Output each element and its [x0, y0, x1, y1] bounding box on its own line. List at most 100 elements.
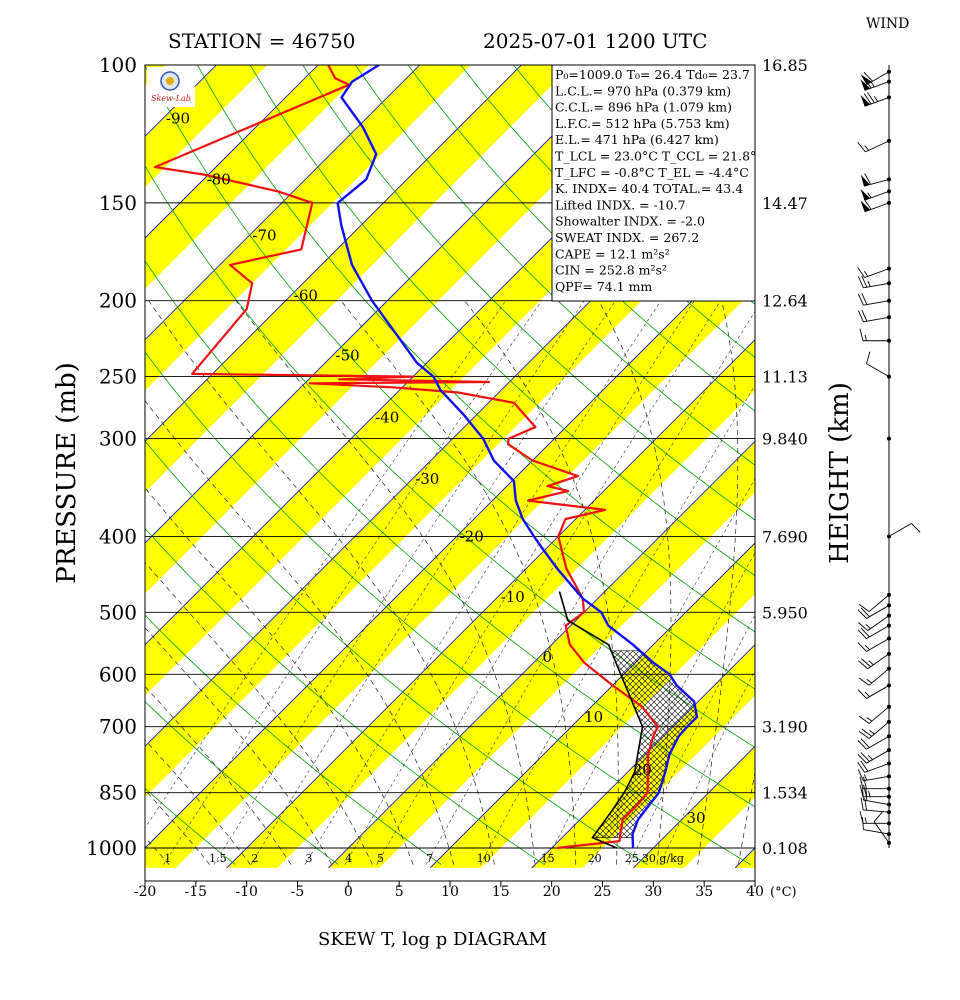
station-label: STATION = 46750 [168, 29, 356, 53]
index-row: E.L.= 471 hPa (6.427 km) [555, 132, 719, 147]
isotherm-label: -10 [501, 588, 525, 606]
wind-barb-full [861, 309, 868, 322]
series-point [658, 792, 660, 794]
series-point [657, 726, 659, 728]
temperature-tick-label: -10 [235, 884, 258, 900]
isotherm-label: -70 [252, 226, 276, 244]
isotherm-line [429, 542, 755, 869]
isotherm-label: -50 [336, 347, 360, 365]
wind-barb-full [857, 740, 867, 750]
pressure-tick-label: 150 [99, 191, 137, 215]
wind-barb-full [859, 784, 864, 797]
series-point [678, 735, 680, 737]
series-point [391, 386, 393, 388]
pressure-tick-label: 400 [99, 524, 137, 548]
index-row: L.C.L.= 970 hPa (0.379 km) [555, 83, 731, 98]
wind-barb-full [858, 715, 870, 724]
index-row: CIN = 252.8 m²s² [555, 263, 667, 278]
wind-barb-full [861, 293, 868, 305]
wind-barb-staff [864, 763, 890, 773]
index-row: T_LFC = -0.8°C T_EL = -4.4°C [555, 165, 749, 180]
series-point [591, 837, 594, 839]
wind-barb-full [860, 627, 870, 638]
isotherm-band [145, 65, 268, 188]
wind-barb-full [858, 603, 870, 612]
mixing-ratio-line [376, 300, 721, 865]
wind-barb-half [864, 817, 867, 824]
footer-title: SKEW T, log p DIAGRAM [318, 929, 547, 950]
isotherm-label: -80 [207, 170, 231, 188]
mixing-ratio-label: 20 [588, 852, 602, 865]
wind-barb-staff [863, 178, 890, 187]
index-row: Lifted INDX. = -10.7 [555, 197, 686, 212]
wind-barb-full [863, 784, 867, 797]
series-point [246, 308, 248, 310]
series-point [565, 625, 567, 627]
series-point [569, 644, 571, 646]
wind-barb-full [860, 607, 870, 617]
dry-adiabat [145, 614, 442, 865]
series-point [229, 264, 231, 266]
series-point [412, 376, 414, 378]
wind-barb-half [863, 774, 868, 781]
wind-barb-full [859, 811, 864, 824]
wind-barb-full [861, 275, 868, 288]
wind-flag [860, 189, 871, 201]
temperature-tick-label: -15 [185, 884, 208, 900]
moist-adiabat [235, 300, 536, 865]
series-point [686, 726, 688, 728]
index-row: P₀=1009.0 T₀= 26.4 Td₀= 23.7 [555, 67, 750, 82]
wind-barb-half [870, 81, 875, 88]
series-point [652, 662, 655, 664]
series-point [482, 438, 484, 440]
height-tick-label: 9.840 [762, 430, 808, 449]
height-tick-label: 14.47 [762, 194, 808, 213]
moist-adiabat [598, 300, 672, 865]
series-point [641, 706, 643, 708]
series-point [365, 178, 367, 180]
wind-barb-staff [863, 282, 890, 289]
wind-barb-staff [864, 81, 890, 91]
wind-barb-half [864, 691, 870, 698]
wind-barb-half [864, 334, 867, 341]
moist-adiabat [340, 300, 577, 865]
logo-text: Skew-Lab [151, 94, 191, 103]
wind-barb-half [864, 270, 869, 277]
isotherm-line [0, 48, 30, 868]
wind-barb-half [873, 96, 879, 102]
series-point [362, 126, 364, 128]
series-point [616, 847, 618, 849]
series-point [351, 81, 353, 83]
wind-barb-full [911, 523, 921, 533]
series-point [251, 282, 253, 284]
series-point [488, 381, 490, 383]
wind-flag [860, 95, 871, 107]
temperature-tick-label: 10 [441, 884, 459, 900]
series-point [309, 382, 311, 384]
datetime-label: 2025-07-01 1200 UTC [483, 29, 707, 53]
series-point [637, 803, 639, 806]
series-point [375, 153, 377, 155]
series-point [547, 485, 549, 487]
isotherm-label: -60 [294, 287, 318, 305]
sounding-series [153, 65, 699, 850]
wind-flag [860, 79, 871, 91]
wind-barb-full [857, 293, 864, 306]
series-point [618, 840, 621, 842]
wind-barb-full [857, 769, 864, 782]
mixing-ratio-line [163, 300, 543, 865]
temperature-tick-label: 25 [594, 884, 612, 900]
series-point [622, 819, 624, 821]
wind-barb-full [861, 728, 873, 737]
mixing-ratio-label: 25 [625, 852, 639, 865]
series-point [556, 847, 558, 849]
parcel-line [558, 591, 644, 849]
series-point [457, 391, 459, 394]
wind-barb-staff [864, 190, 890, 201]
wind-flag [860, 174, 870, 187]
wind-barb-full [860, 797, 864, 810]
wind-barb-full [858, 660, 868, 670]
height-tick-label: 0.108 [762, 839, 808, 858]
temperature-tick-label: 20 [543, 884, 561, 900]
isotherm-label: 30 [687, 809, 706, 827]
